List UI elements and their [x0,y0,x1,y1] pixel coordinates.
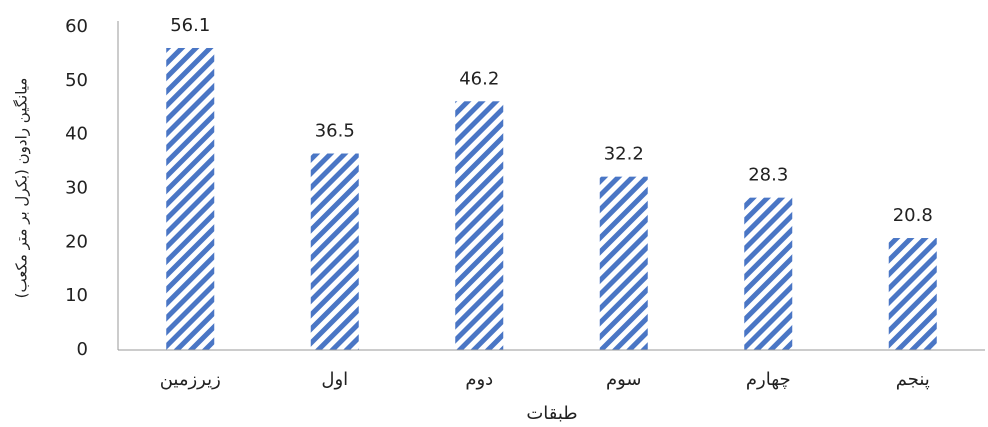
y-tick-label: 30 [65,178,88,199]
y-tick-label: 50 [65,70,88,91]
value-label: 56.1 [170,15,210,36]
x-tick-label: پنجم [896,369,930,390]
y-tick-label: 10 [65,285,88,306]
x-tick-label: سوم [606,369,642,390]
bar [888,238,937,350]
value-label: 36.5 [315,121,355,142]
y-tick-label: 40 [65,124,88,145]
x-axis-title: طبقات [526,403,577,424]
bar [744,197,793,350]
bar [166,47,215,351]
value-label: 20.8 [893,205,933,226]
x-tick-label: چهارم [746,369,791,390]
x-tick-label: زیرزمین [160,369,221,390]
y-tick-label: 20 [65,231,88,252]
value-label: 46.2 [459,68,499,89]
x-tick-label: اول [321,369,348,390]
bar [599,176,648,350]
value-label: 28.3 [748,165,788,186]
x-tick-label: دوم [465,369,493,390]
y-tick-label: 0 [77,339,88,360]
y-tick-label: 60 [65,16,88,37]
y-axis-title: میانگین رادون (بکرل بر متر مکعب) [13,78,31,299]
value-label: 32.2 [604,144,644,165]
bar [455,101,504,350]
bar [310,153,359,350]
